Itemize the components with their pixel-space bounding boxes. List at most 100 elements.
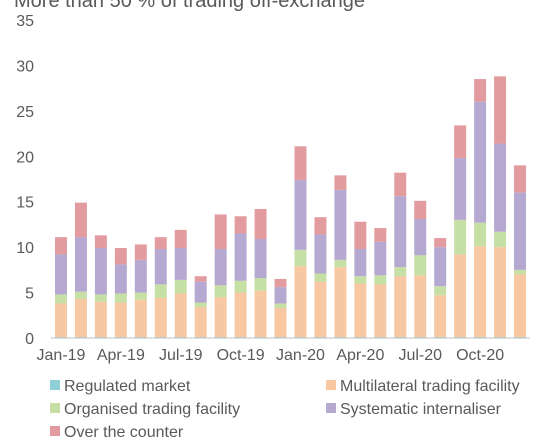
- bar-segment: [454, 125, 467, 159]
- bar-segment: [314, 234, 327, 274]
- bar-segment: [214, 214, 227, 249]
- bar-segment: [434, 247, 447, 287]
- bar-segment: [174, 279, 187, 294]
- bar-segment: [94, 235, 107, 249]
- bar-segment: [54, 237, 67, 255]
- bar-segment: [154, 284, 167, 299]
- bar-segment: [414, 218, 427, 256]
- bar-segment: [214, 285, 227, 298]
- bar-segment: [514, 274, 527, 338]
- x-tick-label: Apr-19: [97, 347, 145, 364]
- bar-segment: [214, 248, 227, 286]
- bar-segment: [374, 228, 387, 242]
- x-tick-label: Oct-19: [217, 347, 265, 364]
- bar-segment: [414, 275, 427, 338]
- bar-segment: [334, 259, 347, 268]
- bar-segment: [434, 238, 447, 248]
- bar-segment: [134, 259, 147, 293]
- bar-segment: [394, 276, 407, 338]
- bar-segment: [134, 244, 147, 260]
- bar-segment: [314, 217, 327, 235]
- bar-segment: [454, 219, 467, 255]
- bar-segment: [314, 281, 327, 338]
- bar-segment: [234, 233, 247, 281]
- bar-segment: [474, 79, 487, 102]
- y-tick-label: 25: [16, 104, 34, 121]
- bar-segment: [54, 303, 67, 338]
- legend-swatch: [50, 403, 60, 413]
- legend-label: Multilateral trading facility: [340, 378, 520, 395]
- bar-segment: [194, 307, 207, 338]
- bar-segment: [394, 172, 407, 197]
- bar-segment: [374, 241, 387, 276]
- bar-segment: [254, 278, 267, 291]
- bar-segment: [354, 221, 367, 249]
- bar-segment: [54, 294, 67, 304]
- x-tick-label: Jan-19: [37, 347, 86, 364]
- y-tick-label: 5: [25, 286, 34, 303]
- bar-segment: [514, 269, 527, 275]
- bar-segment: [114, 293, 127, 303]
- x-tick-label: Jul-20: [398, 347, 442, 364]
- y-tick-label: 10: [16, 240, 34, 257]
- legend-swatch: [326, 380, 336, 390]
- legend-swatch: [50, 426, 60, 436]
- bar-segment: [194, 302, 207, 308]
- bar-segment: [154, 237, 167, 249]
- bar-segment: [414, 255, 427, 276]
- x-tick-label: Jul-19: [159, 347, 203, 364]
- bar-segment: [114, 248, 127, 265]
- bar-segment: [174, 293, 187, 338]
- bar-segment: [134, 292, 147, 300]
- bar-segment: [274, 308, 287, 338]
- legend-swatch: [326, 403, 336, 413]
- bar-segment: [254, 290, 267, 338]
- chart-title: More than 50 % of trading off-exchange: [14, 0, 365, 12]
- y-tick-label: 35: [16, 13, 34, 30]
- x-tick-label: Oct-20: [456, 347, 504, 364]
- y-tick-label: 0: [25, 331, 34, 348]
- bar-segment: [434, 286, 447, 296]
- bar-segment: [374, 275, 387, 285]
- bar-segment: [274, 287, 287, 304]
- bar-segment: [294, 266, 307, 338]
- y-tick-label: 30: [16, 58, 34, 75]
- bar-segment: [274, 303, 287, 309]
- x-tick-label: Apr-20: [336, 347, 384, 364]
- y-tick-label: 15: [16, 195, 34, 212]
- bar-segment: [174, 248, 187, 280]
- legend-label: Over the counter: [64, 424, 184, 441]
- bar-segment: [474, 222, 487, 247]
- bar-segment: [394, 267, 407, 277]
- bar-segment: [494, 143, 507, 232]
- bar-segment: [94, 301, 107, 338]
- bar-segment: [394, 196, 407, 268]
- bar-segment: [134, 299, 147, 338]
- bar-segment: [234, 216, 247, 234]
- bar-segment: [194, 276, 207, 282]
- bar-segment: [194, 281, 207, 303]
- bar-segment: [334, 267, 347, 338]
- bar-segment: [154, 298, 167, 338]
- legend-swatch: [50, 380, 60, 390]
- bar-segment: [474, 101, 487, 223]
- bar-segment: [334, 175, 347, 190]
- bar-segment: [354, 248, 367, 277]
- bar-segment: [54, 254, 67, 295]
- bar-segment: [214, 297, 227, 338]
- bar-segment: [334, 189, 347, 260]
- bar-segment: [494, 76, 507, 144]
- bar-segment: [454, 254, 467, 338]
- legend-label: Regulated market: [64, 378, 191, 395]
- bar-segment: [314, 273, 327, 282]
- bar-segment: [434, 295, 447, 338]
- bar-segment: [74, 202, 87, 238]
- bar-segment: [74, 298, 87, 338]
- bar-segment: [494, 231, 507, 248]
- bar-segment: [274, 278, 287, 288]
- bar-segment: [294, 179, 307, 250]
- bar-segment: [94, 294, 107, 302]
- bar-segment: [294, 146, 307, 180]
- bar-segment: [474, 246, 487, 338]
